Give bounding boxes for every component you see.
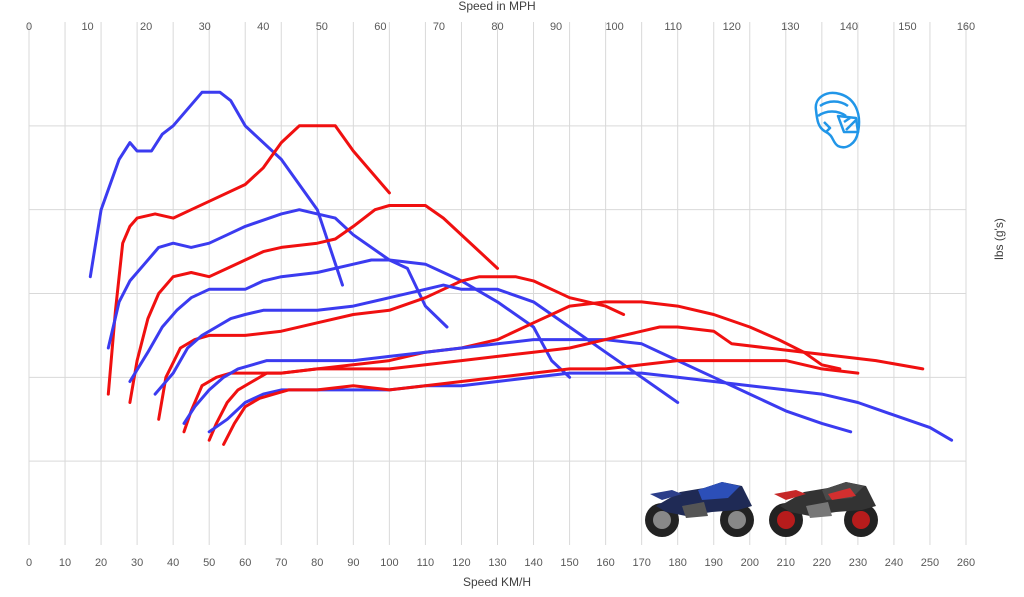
x-bottom-tick-label: 160 <box>596 557 614 569</box>
x-top-tick-label: 120 <box>723 21 741 33</box>
series-layer <box>88 90 954 446</box>
x-bottom-tick-label: 230 <box>849 557 867 569</box>
bottom-tick-labels: 0 10 20 30 40 50 60 70 80 90 100 110 120 130 140 150 160… <box>26 557 975 569</box>
x-top-tick-label: 10 <box>81 21 93 33</box>
x-bottom-tick-label: 250 <box>921 557 939 569</box>
x-top-tick-label: 100 <box>605 21 623 33</box>
x-bottom-tick-label: 20 <box>95 557 107 569</box>
x-bottom-tick-label: 240 <box>885 557 903 569</box>
x-bottom-tick-label: 260 <box>957 557 975 569</box>
x-bottom-tick-label: 50 <box>203 557 215 569</box>
x-top-tick-label: 150 <box>898 21 916 33</box>
grid-layer <box>28 22 967 545</box>
x-bottom-tick-label: 170 <box>632 557 650 569</box>
x-bottom-tick-label: 200 <box>741 557 759 569</box>
x-bottom-tick-label: 140 <box>524 557 542 569</box>
x-axis-top-title: Speed in MPH <box>458 0 535 13</box>
series-line-red-6 <box>157 275 626 421</box>
series-line-blue-11 <box>207 371 954 442</box>
x-top-tick-label: 70 <box>433 21 445 33</box>
x-top-tick-label: 140 <box>840 21 858 33</box>
x-bottom-tick-label: 10 <box>59 557 71 569</box>
x-bottom-tick-label: 130 <box>488 557 506 569</box>
x-top-tick-label: 50 <box>316 21 328 33</box>
y-axis-title: lbs (g's) <box>992 218 1006 260</box>
x-bottom-tick-label: 0 <box>26 557 32 569</box>
x-top-tick-label: 110 <box>664 21 682 33</box>
x-bottom-tick-label: 30 <box>131 557 143 569</box>
series-line-red-12 <box>222 359 860 446</box>
x-bottom-tick-label: 40 <box>167 557 179 569</box>
x-top-tick-label: 90 <box>550 21 562 33</box>
helmet-icon <box>814 91 861 149</box>
blue-motorcycle <box>645 482 754 537</box>
top-tick-labels: 0 10 20 30 40 50 60 70 80 90 100 110 120 130 140 150 160 <box>26 21 975 33</box>
x-top-tick-label: 40 <box>257 21 269 33</box>
series-line-blue-1 <box>88 90 344 287</box>
series-line-blue-5 <box>128 258 572 383</box>
x-top-tick-label: 160 <box>957 21 975 33</box>
series-line-red-8 <box>182 300 842 434</box>
x-top-tick-label: 60 <box>374 21 386 33</box>
x-top-tick-label: 20 <box>140 21 152 33</box>
x-top-tick-label: 0 <box>26 21 32 33</box>
x-bottom-tick-label: 110 <box>417 557 435 569</box>
x-bottom-tick-label: 90 <box>347 557 359 569</box>
x-bottom-tick-label: 60 <box>239 557 251 569</box>
x-bottom-tick-label: 150 <box>560 557 578 569</box>
x-bottom-tick-label: 180 <box>669 557 687 569</box>
x-top-tick-label: 80 <box>491 21 503 33</box>
series-line-red-4 <box>128 204 499 404</box>
x-top-tick-label: 30 <box>199 21 211 33</box>
x-bottom-tick-label: 190 <box>705 557 723 569</box>
x-top-tick-label: 130 <box>781 21 799 33</box>
x-bottom-tick-label: 220 <box>813 557 831 569</box>
series-line-red-2 <box>106 124 391 396</box>
x-bottom-tick-label: 70 <box>275 557 287 569</box>
x-bottom-tick-label: 100 <box>380 557 398 569</box>
x-bottom-tick-label: 120 <box>452 557 470 569</box>
series-line-blue-9 <box>182 338 853 434</box>
series-line-blue-7 <box>153 283 680 404</box>
x-bottom-tick-label: 80 <box>311 557 323 569</box>
x-bottom-tick-label: 210 <box>777 557 795 569</box>
red-motorcycle <box>769 482 878 537</box>
series-line-red-10 <box>207 325 925 442</box>
x-axis-bottom-title: Speed KM/H <box>463 575 531 589</box>
